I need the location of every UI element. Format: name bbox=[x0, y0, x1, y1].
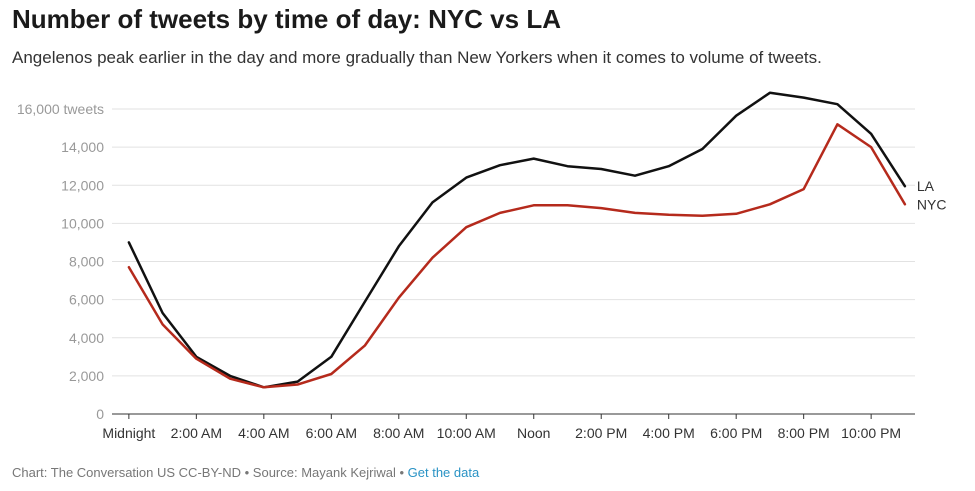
series-labels: LA NYC bbox=[917, 178, 947, 212]
x-tick-label: 4:00 AM bbox=[238, 425, 289, 441]
x-tick-label: 8:00 AM bbox=[373, 425, 424, 441]
chart-subtitle: Angelenos peak earlier in the day and mo… bbox=[12, 48, 822, 67]
x-tick-label: 10:00 AM bbox=[437, 425, 496, 441]
y-tick-label: 2,000 bbox=[69, 368, 104, 384]
y-tick-label: 6,000 bbox=[69, 292, 104, 308]
chart-title: Number of tweets by time of day: NYC vs … bbox=[12, 4, 561, 34]
x-axis: Midnight 2:00 AM 4:00 AM 6:00 AM 8:00 AM 10:0… bbox=[102, 414, 901, 441]
line-chart: 0 2,000 4,000 6,000 8,000 10,000 12,000 14,000 1… bbox=[17, 91, 947, 441]
y-axis: 0 2,000 4,000 6,000 8,000 10,000 12,000 14,000 1… bbox=[17, 101, 104, 422]
series-line-nyc bbox=[127, 123, 907, 389]
get-the-data-link[interactable]: Get the data bbox=[407, 465, 480, 480]
y-tick-label: 14,000 bbox=[61, 139, 104, 155]
series-lines bbox=[127, 91, 907, 389]
footer-credit: Chart: The Conversation US CC-BY-ND • So… bbox=[12, 465, 408, 480]
y-tick-label: 10,000 bbox=[61, 215, 104, 231]
chart-footer: Chart: The Conversation US CC-BY-ND • So… bbox=[12, 465, 479, 480]
x-tick-label: 6:00 AM bbox=[306, 425, 357, 441]
x-tick-label: 4:00 PM bbox=[643, 425, 695, 441]
x-tick-label: Midnight bbox=[102, 425, 155, 441]
grid-lines bbox=[112, 108, 915, 415]
series-label-nyc: NYC bbox=[917, 196, 947, 212]
y-tick-label: 12,000 bbox=[61, 177, 104, 193]
y-tick-label: 0 bbox=[96, 406, 104, 422]
series-line-la bbox=[127, 91, 907, 389]
x-tick-label: 10:00 PM bbox=[841, 425, 901, 441]
x-tick-label: 2:00 PM bbox=[575, 425, 627, 441]
y-tick-label: 16,000 tweets bbox=[17, 101, 104, 117]
x-tick-label: 6:00 PM bbox=[710, 425, 762, 441]
y-tick-label: 8,000 bbox=[69, 254, 104, 270]
y-tick-label: 4,000 bbox=[69, 330, 104, 346]
x-tick-label: 8:00 PM bbox=[778, 425, 830, 441]
series-label-la: LA bbox=[917, 178, 935, 194]
x-tick-label: 2:00 AM bbox=[171, 425, 222, 441]
x-tick-label: Noon bbox=[517, 425, 550, 441]
